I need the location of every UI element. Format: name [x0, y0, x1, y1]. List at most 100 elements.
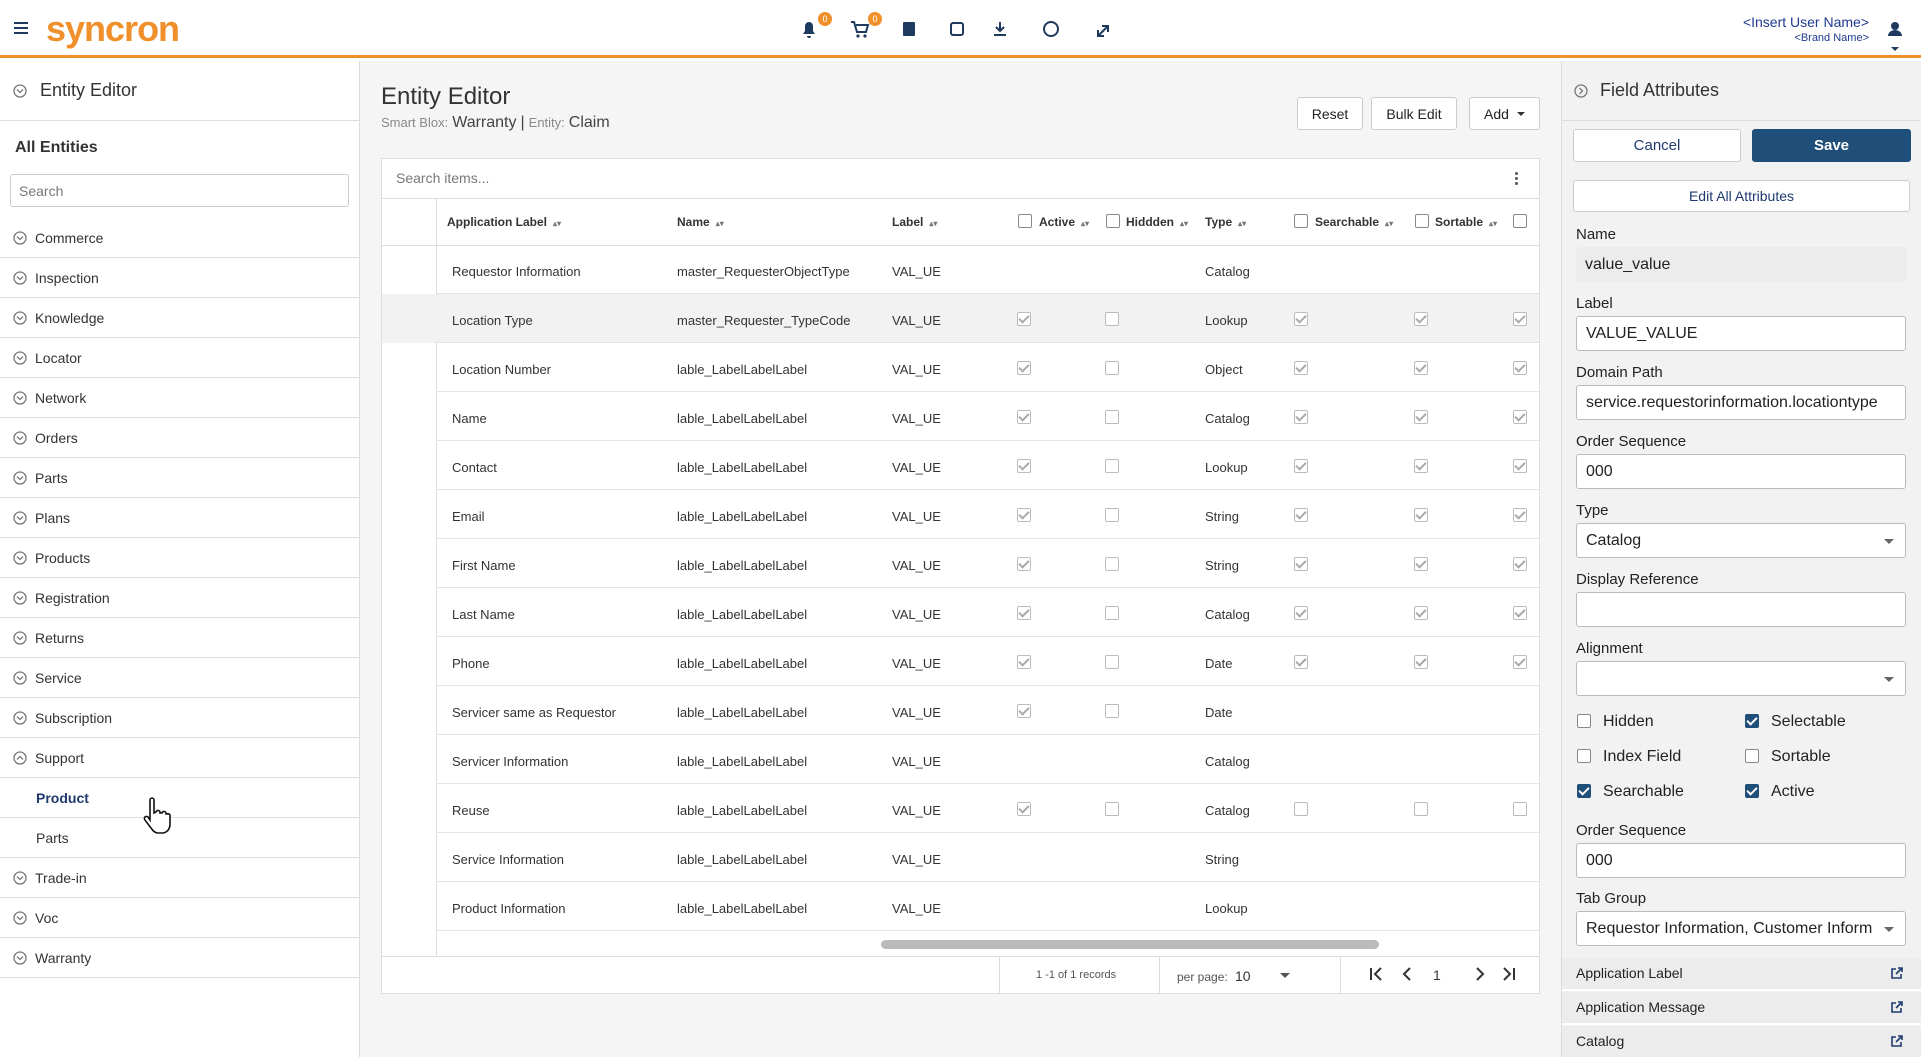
entity-item[interactable]: Trade-in — [35, 870, 87, 886]
external-link-icon[interactable] — [1890, 1034, 1904, 1048]
checkbox[interactable] — [1745, 749, 1759, 763]
checkbox — [1294, 655, 1308, 669]
entity-item[interactable]: Commerce — [35, 230, 104, 246]
field-value: VALUE_VALUE — [1586, 324, 1698, 342]
cell: VAL_UE — [892, 803, 941, 818]
checkbox[interactable] — [1745, 784, 1759, 798]
entity-item[interactable]: Knowledge — [35, 310, 105, 326]
chevron-icon — [13, 871, 27, 885]
column-header[interactable]: Type ▴▾ — [1205, 215, 1247, 229]
cell: VAL_UE — [892, 362, 941, 377]
divider — [0, 120, 359, 121]
checkbox[interactable] — [1294, 214, 1308, 228]
field-label: Domain Path — [1576, 364, 1663, 381]
external-link-icon[interactable] — [1890, 966, 1904, 980]
checkbox[interactable] — [1415, 214, 1429, 228]
checkbox[interactable] — [1577, 714, 1591, 728]
entity-item[interactable]: Subscription — [35, 710, 113, 726]
select-field[interactable]: Requestor Information, Customer Inform — [1576, 911, 1906, 946]
entity-item[interactable]: Orders — [35, 430, 78, 446]
external-link-icon[interactable] — [1890, 1000, 1904, 1014]
menu-icon[interactable] — [14, 22, 28, 34]
entity-item[interactable]: Voc — [35, 910, 59, 926]
input-field[interactable] — [1576, 592, 1906, 627]
caret — [1516, 111, 1525, 120]
checkbox — [1294, 606, 1308, 620]
entity-item[interactable]: Registration — [35, 590, 110, 606]
top-bar — [0, 0, 1921, 58]
checkbox[interactable] — [1577, 749, 1591, 763]
entity-child[interactable]: Parts — [36, 830, 69, 846]
cell: VAL_UE — [892, 754, 941, 769]
attributes-panel — [1561, 61, 1921, 1057]
chevron-icon — [13, 511, 27, 525]
attribute-link[interactable]: Application Label — [1576, 965, 1683, 981]
entity-item[interactable]: Plans — [35, 510, 71, 526]
entity-item[interactable]: Products — [35, 550, 91, 566]
entity-item[interactable]: Parts — [35, 470, 68, 486]
checkbox — [1294, 802, 1308, 816]
chevron-icon — [13, 351, 27, 365]
input-field[interactable]: 000 — [1576, 454, 1906, 489]
entity-item[interactable]: Network — [35, 390, 87, 406]
field-value: value_value — [1585, 255, 1671, 273]
checkbox — [1105, 655, 1119, 669]
column-header[interactable]: Searchable ▴▾ — [1315, 215, 1394, 229]
chevron-icon — [13, 311, 27, 325]
input-field[interactable]: 000 — [1576, 843, 1906, 878]
entity-item[interactable]: Locator — [35, 350, 82, 366]
column-header[interactable]: Sortable ▴▾ — [1435, 215, 1498, 229]
input-field[interactable]: VALUE_VALUE — [1576, 316, 1906, 351]
checkbox[interactable] — [1745, 714, 1759, 728]
chevron-icon — [13, 911, 27, 925]
column-header[interactable]: Application Label ▴▾ — [447, 215, 562, 229]
attribute-link[interactable]: Catalog — [1576, 1033, 1625, 1049]
user-icon[interactable] — [1886, 20, 1904, 54]
checkbox[interactable] — [1018, 214, 1032, 228]
breadcrumb-part: Claim — [568, 114, 610, 131]
divider — [436, 930, 1539, 931]
divider — [0, 257, 359, 258]
cell: Lookup — [1205, 460, 1248, 475]
attribute-link[interactable]: Application Message — [1576, 999, 1706, 1015]
cancel-button[interactable]: Cancel — [1573, 129, 1741, 162]
logo[interactable]: syncron — [46, 8, 180, 49]
checkbox[interactable] — [1577, 784, 1591, 798]
toolbar-button[interactable]: Bulk Edit — [1371, 97, 1457, 130]
chevron-icon — [13, 631, 27, 645]
column-header[interactable]: Label ▴▾ — [892, 215, 938, 229]
save-button[interactable]: Save — [1752, 129, 1911, 162]
user-name[interactable]: <Insert User Name> — [1742, 14, 1869, 30]
input-field[interactable]: service.requestorinformation.locationtyp… — [1576, 385, 1906, 420]
column-header[interactable]: Name ▴▾ — [677, 215, 724, 229]
select-field[interactable]: Catalog — [1576, 523, 1906, 558]
column-header[interactable]: Active ▴▾ — [1039, 215, 1090, 229]
chevron-icon[interactable] — [1574, 84, 1588, 98]
toolbar-button[interactable]: Add — [1469, 97, 1540, 130]
checkbox — [1017, 704, 1031, 718]
entity-item[interactable]: Service — [35, 670, 82, 686]
divider — [0, 337, 359, 338]
field-value: Requestor Information, Customer Inform — [1586, 919, 1873, 937]
column-header[interactable]: Hiddden ▴▾ — [1126, 215, 1189, 229]
cell: Location Number — [452, 362, 551, 377]
caret — [1884, 677, 1894, 687]
entity-child[interactable]: Product — [36, 790, 89, 806]
entity-item[interactable]: Support — [35, 750, 85, 766]
pager-arrows[interactable] — [1368, 964, 1528, 984]
chevron-icon — [13, 431, 27, 445]
field-value: Catalog — [1586, 531, 1642, 549]
per-page-value[interactable]: 10 — [1235, 968, 1251, 984]
cell: VAL_UE — [892, 509, 941, 524]
edit-all-button[interactable]: Edit All Attributes — [1573, 180, 1910, 212]
entity-item[interactable]: Returns — [35, 630, 85, 646]
entity-item[interactable]: Inspection — [35, 270, 99, 286]
sidebar — [0, 61, 360, 1057]
entity-item[interactable]: Warranty — [35, 950, 92, 966]
select-field[interactable] — [1576, 661, 1906, 696]
checkbox[interactable] — [1513, 214, 1527, 228]
toolbar-button[interactable]: Reset — [1297, 97, 1363, 130]
chevron-icon — [13, 751, 27, 765]
checkbox[interactable] — [1106, 214, 1120, 228]
checkbox — [1105, 802, 1119, 816]
